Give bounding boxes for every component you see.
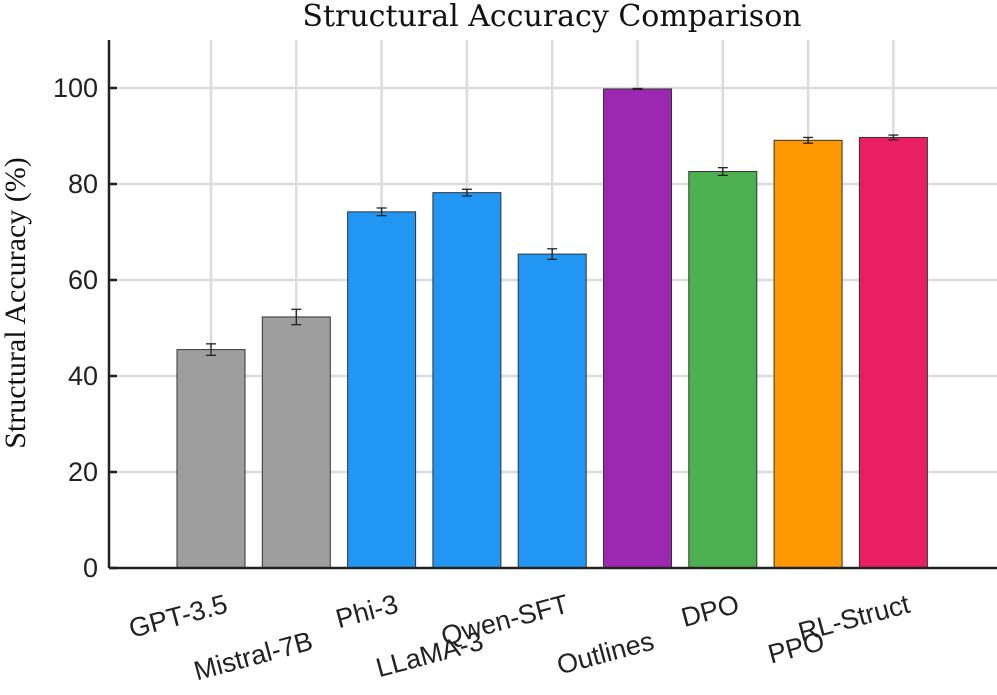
x-tick-label: Mistral-7B bbox=[191, 626, 316, 686]
x-tick-label: Qwen-SFT bbox=[438, 589, 572, 652]
error-bar bbox=[547, 248, 558, 261]
y-tick-label: 0 bbox=[83, 553, 98, 583]
error-bar bbox=[461, 188, 472, 197]
bar-outlines bbox=[603, 88, 672, 569]
y-tick-label: 20 bbox=[68, 457, 98, 487]
error-bar bbox=[803, 136, 814, 144]
bar-rl-struct bbox=[858, 136, 928, 569]
bar-dpo bbox=[688, 171, 758, 569]
x-tick-label: DPO bbox=[678, 589, 742, 633]
y-tick-label: 80 bbox=[68, 169, 98, 199]
bar-mistral-7b bbox=[261, 316, 331, 569]
bar-phi-3 bbox=[347, 211, 417, 569]
x-tick-label: RL-Struct bbox=[795, 589, 913, 648]
chart-title: Structural Accuracy Comparison bbox=[302, 0, 801, 34]
y-tick-label: 60 bbox=[68, 265, 98, 295]
error-bar bbox=[291, 308, 302, 326]
error-bar bbox=[206, 343, 216, 357]
error-bar bbox=[888, 134, 899, 141]
x-tick-label: Phi-3 bbox=[333, 589, 402, 634]
bar-gpt-3-5 bbox=[176, 349, 246, 569]
y-tick-label: 40 bbox=[68, 361, 98, 391]
y-tick-label: 100 bbox=[53, 73, 98, 103]
bar-llama-3 bbox=[432, 192, 502, 569]
bar-ppo bbox=[773, 139, 843, 569]
error-bar bbox=[717, 167, 728, 177]
y-axis-label: Structural Accuracy (%) bbox=[0, 157, 32, 449]
x-tick-label: GPT-3.5 bbox=[126, 589, 231, 644]
bar-qwen-sft bbox=[517, 253, 587, 569]
error-bar bbox=[376, 207, 387, 217]
error-bar bbox=[632, 87, 643, 91]
x-tick-label: Outlines bbox=[554, 626, 657, 681]
